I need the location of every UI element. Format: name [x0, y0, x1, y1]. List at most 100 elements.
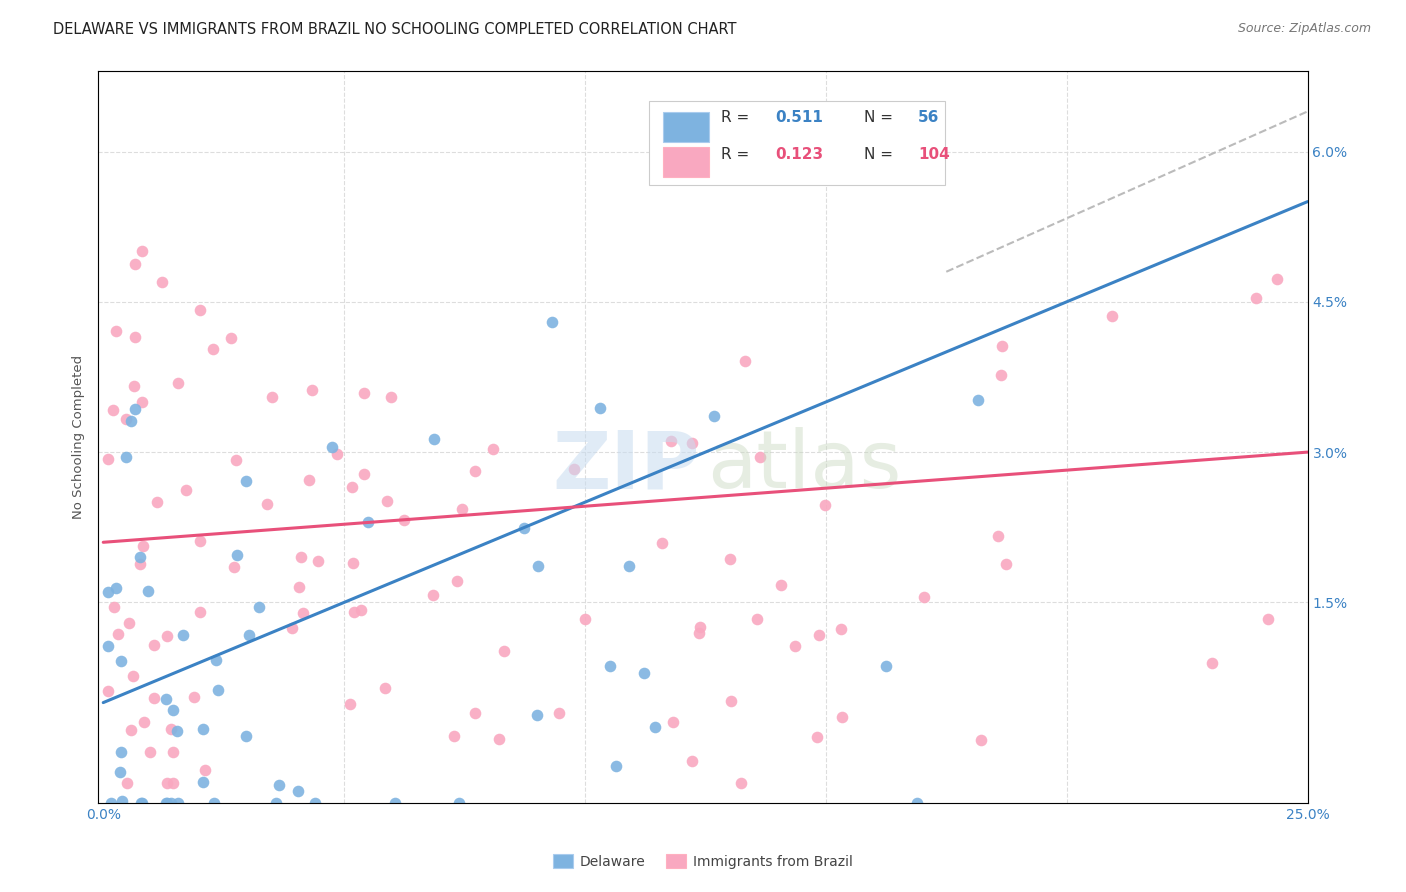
- Point: [174, 483, 197, 497]
- Point: [350, 602, 373, 616]
- Point: [830, 623, 852, 637]
- Point: [540, 315, 562, 329]
- Point: [207, 683, 229, 698]
- FancyBboxPatch shape: [664, 146, 709, 178]
- Point: [488, 732, 510, 747]
- Point: [160, 796, 183, 810]
- Point: [131, 244, 153, 259]
- Point: [574, 612, 596, 626]
- Point: [512, 520, 534, 534]
- Point: [321, 440, 343, 454]
- Point: [202, 342, 225, 356]
- Point: [617, 559, 640, 574]
- Y-axis label: No Schooling Completed: No Schooling Completed: [72, 355, 86, 519]
- Point: [422, 588, 444, 602]
- Point: [193, 775, 215, 789]
- Point: [110, 654, 132, 668]
- Point: [156, 796, 179, 810]
- Point: [339, 697, 361, 711]
- Text: 0.511: 0.511: [776, 110, 824, 125]
- Point: [995, 557, 1018, 571]
- Point: [353, 467, 375, 481]
- Point: [114, 412, 136, 426]
- Point: [464, 464, 486, 478]
- Point: [183, 690, 205, 705]
- Point: [267, 778, 290, 792]
- Point: [1244, 291, 1267, 305]
- Point: [380, 390, 402, 404]
- Point: [118, 615, 141, 630]
- Point: [633, 665, 655, 680]
- Point: [167, 796, 190, 810]
- Point: [340, 480, 363, 494]
- Point: [287, 784, 309, 798]
- Point: [150, 276, 173, 290]
- Point: [247, 599, 270, 614]
- Point: [681, 755, 703, 769]
- Point: [107, 626, 129, 640]
- Point: [235, 475, 257, 489]
- Point: [103, 599, 125, 614]
- Point: [806, 730, 828, 744]
- Point: [831, 710, 853, 724]
- Point: [225, 452, 247, 467]
- FancyBboxPatch shape: [664, 112, 709, 143]
- Point: [1101, 310, 1123, 324]
- Point: [155, 796, 177, 810]
- Point: [136, 583, 159, 598]
- Point: [155, 691, 177, 706]
- Point: [162, 776, 184, 790]
- Point: [785, 640, 807, 654]
- Point: [193, 722, 215, 736]
- Point: [97, 683, 120, 698]
- Point: [326, 446, 349, 460]
- Point: [990, 368, 1012, 382]
- Point: [353, 386, 375, 401]
- Point: [122, 379, 145, 393]
- Point: [142, 638, 165, 652]
- Text: 0.123: 0.123: [776, 146, 824, 161]
- Point: [129, 796, 152, 810]
- Point: [374, 681, 396, 695]
- Point: [205, 653, 228, 667]
- Point: [100, 796, 122, 810]
- Point: [651, 536, 673, 550]
- Point: [1201, 656, 1223, 670]
- Point: [162, 703, 184, 717]
- Point: [482, 442, 505, 457]
- Point: [423, 432, 446, 446]
- Point: [124, 402, 146, 417]
- Point: [688, 626, 710, 640]
- Point: [202, 796, 225, 810]
- Point: [814, 498, 837, 512]
- Point: [101, 403, 124, 417]
- Point: [375, 494, 398, 508]
- Point: [122, 669, 145, 683]
- Point: [703, 409, 725, 424]
- Point: [526, 708, 548, 723]
- Legend: Delaware, Immigrants from Brazil: Delaware, Immigrants from Brazil: [554, 855, 852, 869]
- Point: [238, 628, 260, 642]
- Point: [605, 759, 627, 773]
- Point: [120, 415, 142, 429]
- Point: [132, 715, 155, 730]
- Point: [644, 720, 666, 734]
- Point: [662, 714, 685, 729]
- Point: [131, 796, 153, 810]
- Point: [342, 557, 364, 571]
- Point: [912, 590, 935, 604]
- Point: [266, 796, 288, 810]
- Point: [967, 392, 990, 407]
- Text: R =: R =: [721, 146, 754, 161]
- Point: [128, 550, 150, 565]
- Point: [384, 796, 406, 810]
- Point: [108, 765, 131, 780]
- Point: [132, 539, 155, 553]
- Point: [97, 639, 120, 653]
- Point: [97, 451, 120, 466]
- Point: [194, 763, 217, 777]
- Point: [139, 745, 162, 759]
- Point: [281, 621, 304, 635]
- Point: [343, 605, 366, 619]
- Text: R =: R =: [721, 110, 754, 125]
